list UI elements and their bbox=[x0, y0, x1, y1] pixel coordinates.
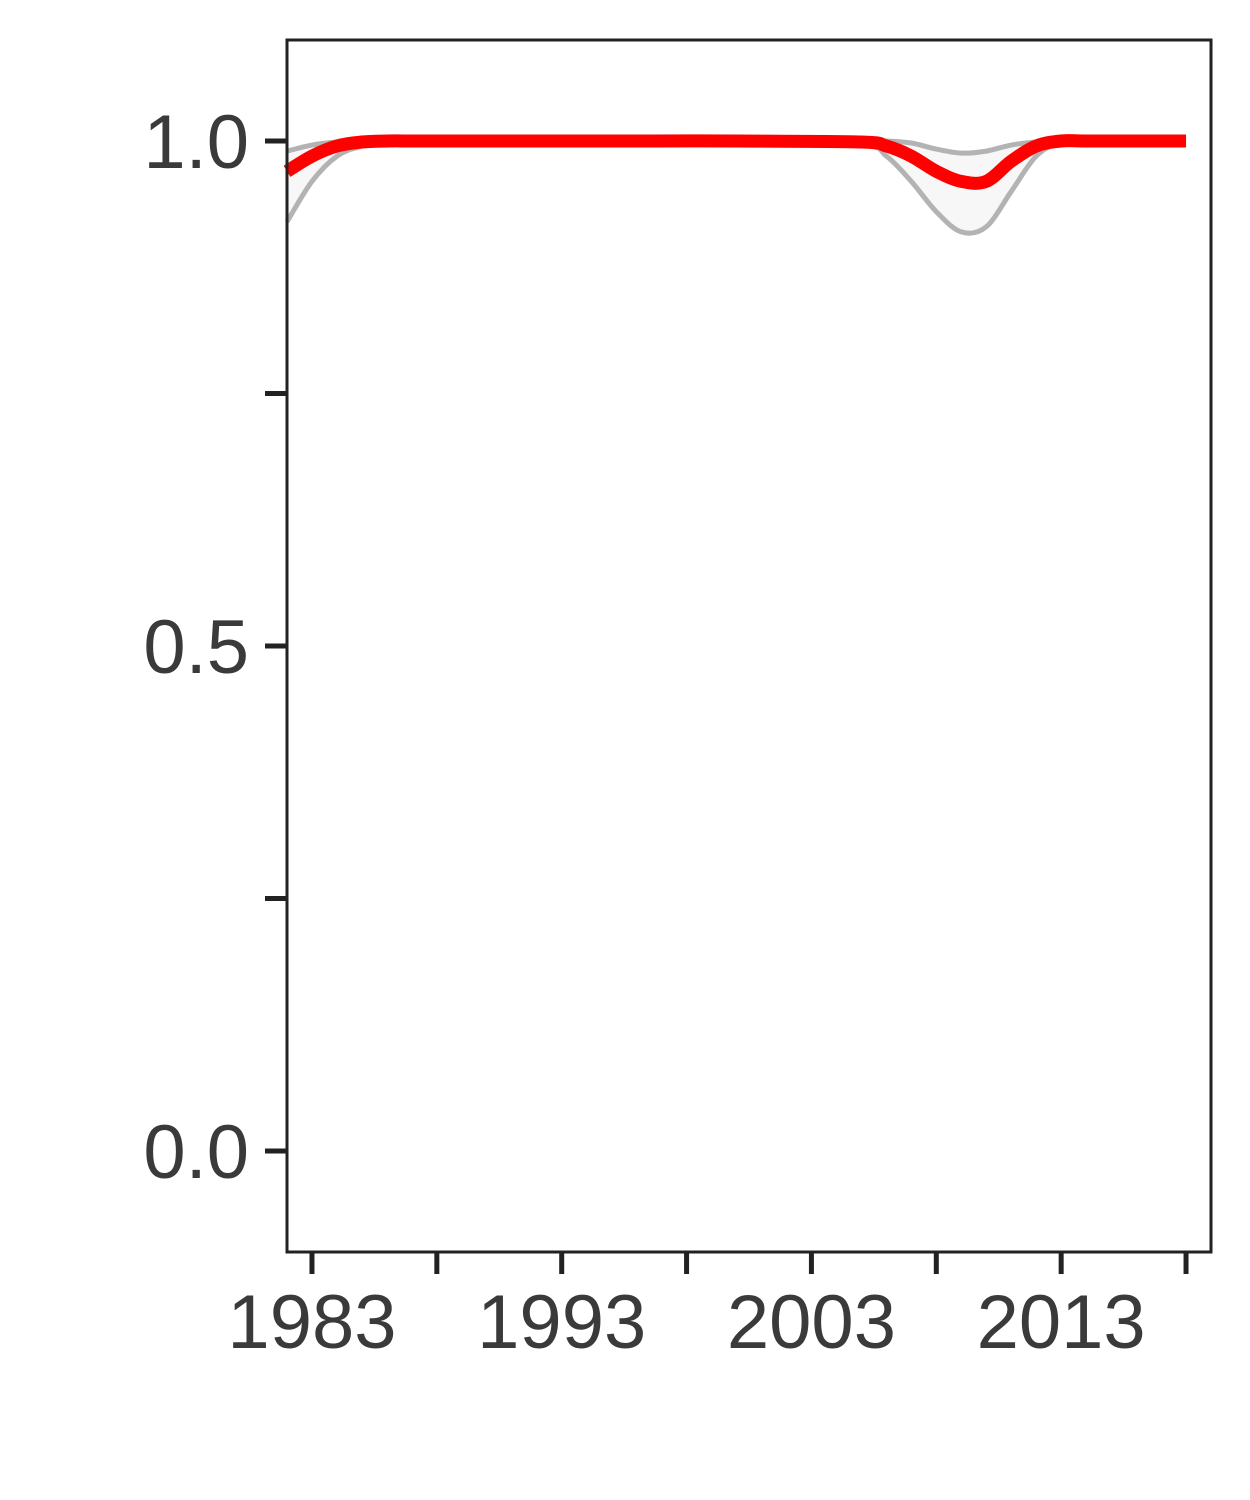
y-tick-label: 0.5 bbox=[143, 605, 249, 690]
y-axis: 0.0 0.5 1.0 bbox=[143, 100, 287, 1195]
confidence-band bbox=[284, 138, 1187, 236]
band-fill bbox=[287, 140, 1187, 234]
band-lower-line bbox=[284, 138, 1187, 236]
y-tick-label: 1.0 bbox=[143, 100, 249, 185]
y-tick-label: 0.0 bbox=[143, 1110, 249, 1195]
x-tick-label: 2013 bbox=[977, 1280, 1146, 1365]
x-tick-label: 1983 bbox=[227, 1280, 396, 1365]
series-layer bbox=[283, 134, 1187, 190]
series-line-0 bbox=[283, 134, 1187, 190]
x-tick-label: 1993 bbox=[477, 1280, 646, 1365]
x-axis: 1983 1993 2003 2013 bbox=[227, 1252, 1189, 1365]
plot-frame bbox=[285, 38, 1213, 1254]
x-tick-label: 2003 bbox=[727, 1280, 896, 1365]
